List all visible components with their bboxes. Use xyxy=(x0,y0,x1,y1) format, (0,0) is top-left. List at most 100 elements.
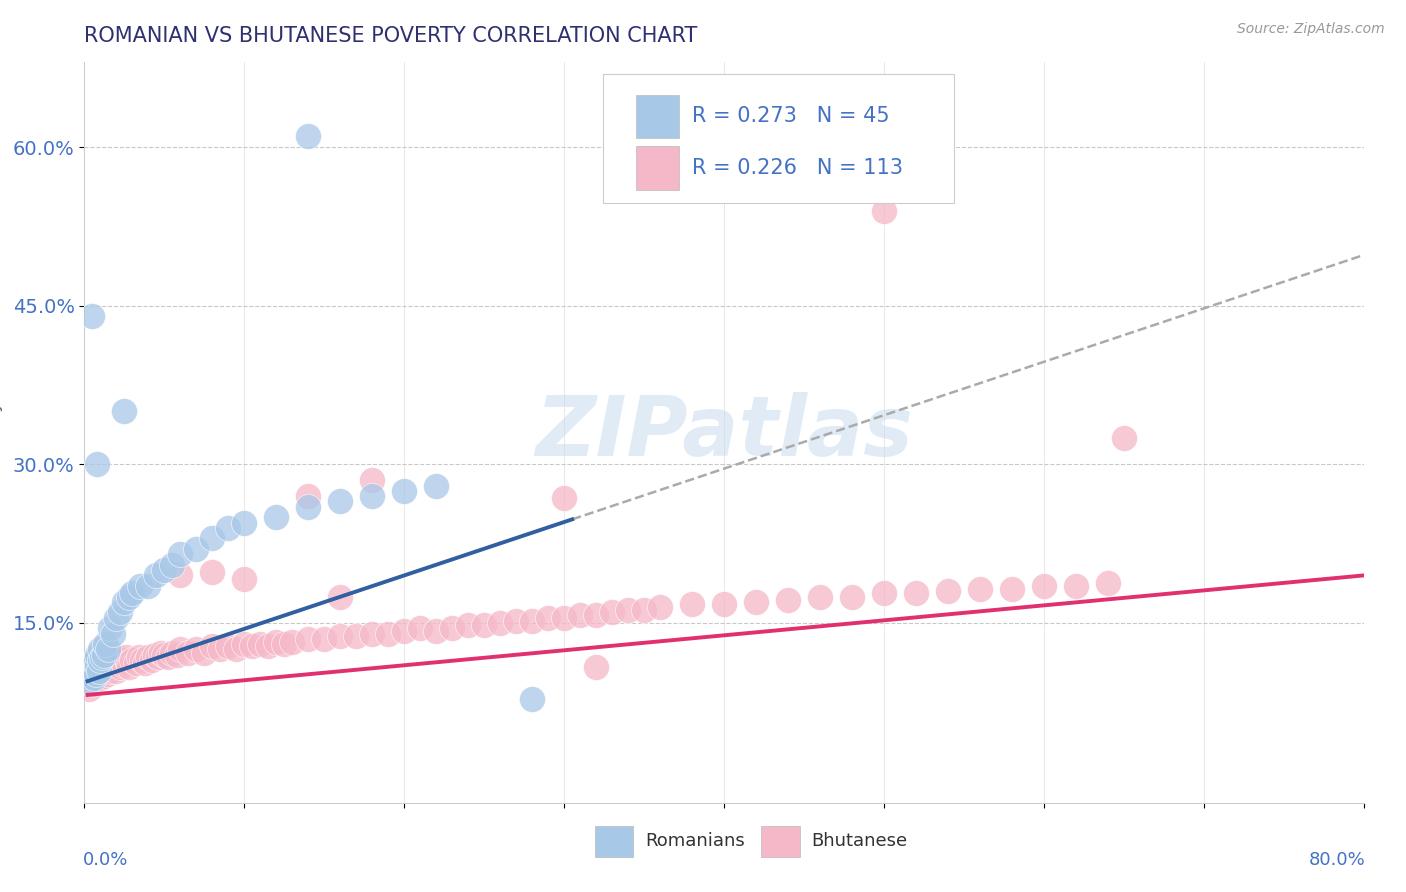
Text: ROMANIAN VS BHUTANESE POVERTY CORRELATION CHART: ROMANIAN VS BHUTANESE POVERTY CORRELATIO… xyxy=(84,26,697,45)
Point xyxy=(1097,575,1119,590)
Point xyxy=(110,656,132,670)
Point xyxy=(94,637,117,651)
Point xyxy=(162,646,184,660)
Point xyxy=(329,629,352,643)
Point xyxy=(329,494,352,508)
Point xyxy=(80,664,103,678)
Point xyxy=(89,653,111,667)
Point xyxy=(86,664,108,678)
Point xyxy=(177,646,200,660)
Point xyxy=(117,656,139,670)
Point xyxy=(297,129,319,144)
Point xyxy=(82,310,104,324)
Point xyxy=(89,653,111,667)
Point xyxy=(394,483,416,498)
FancyBboxPatch shape xyxy=(636,95,679,138)
Point xyxy=(76,674,98,689)
Point xyxy=(297,500,319,514)
Point xyxy=(153,648,176,662)
Point xyxy=(87,664,110,678)
FancyBboxPatch shape xyxy=(636,146,679,190)
Point xyxy=(166,648,188,662)
Point xyxy=(108,606,131,620)
Point xyxy=(86,658,108,673)
Point xyxy=(873,586,896,600)
Point xyxy=(150,646,173,660)
Point xyxy=(84,653,107,667)
Point xyxy=(264,510,288,524)
Point xyxy=(105,664,128,678)
Point xyxy=(143,648,166,662)
Point xyxy=(129,579,152,593)
Point xyxy=(569,607,592,622)
Point xyxy=(361,489,384,503)
Point xyxy=(681,597,703,611)
Point xyxy=(87,666,110,681)
Point xyxy=(217,521,239,535)
Point xyxy=(86,458,108,472)
Point xyxy=(82,677,104,691)
Point xyxy=(169,642,191,657)
Point xyxy=(84,669,107,683)
Point xyxy=(82,658,104,673)
Point xyxy=(377,626,399,640)
Point xyxy=(553,491,575,506)
Point xyxy=(905,586,928,600)
Point xyxy=(153,563,176,577)
Point xyxy=(522,692,544,706)
Point xyxy=(112,404,135,418)
FancyBboxPatch shape xyxy=(761,826,800,857)
Point xyxy=(361,473,384,487)
Point xyxy=(156,649,179,664)
Text: ZIPatlas: ZIPatlas xyxy=(536,392,912,473)
Point xyxy=(93,648,115,662)
Point xyxy=(105,611,128,625)
Point xyxy=(522,614,544,628)
Point xyxy=(84,653,107,667)
Text: Romanians: Romanians xyxy=(645,832,745,850)
Point xyxy=(108,660,131,674)
Point xyxy=(111,653,134,667)
Point xyxy=(841,590,863,604)
Point xyxy=(86,648,108,662)
Point xyxy=(505,614,527,628)
Point xyxy=(112,658,135,673)
Point xyxy=(489,615,512,630)
Point xyxy=(201,532,224,546)
Point xyxy=(124,656,146,670)
Point xyxy=(86,671,108,685)
Point xyxy=(169,547,191,561)
Point xyxy=(297,489,319,503)
Text: Bhutanese: Bhutanese xyxy=(811,832,907,850)
Text: R = 0.273   N = 45: R = 0.273 N = 45 xyxy=(692,106,890,127)
Point xyxy=(141,653,163,667)
Point xyxy=(585,607,607,622)
Point xyxy=(115,649,138,664)
Point xyxy=(80,669,103,683)
Point xyxy=(297,632,319,646)
Point xyxy=(145,568,167,582)
Point xyxy=(96,666,118,681)
Point xyxy=(101,660,124,674)
Point xyxy=(233,516,256,530)
Point xyxy=(138,649,160,664)
Point xyxy=(82,656,104,670)
Point xyxy=(131,653,153,667)
Point xyxy=(193,646,215,660)
Point xyxy=(82,660,104,674)
Point xyxy=(344,629,367,643)
Text: 0.0%: 0.0% xyxy=(83,851,128,869)
Text: 80.0%: 80.0% xyxy=(1309,851,1365,869)
Point xyxy=(1001,582,1024,596)
Point xyxy=(169,568,191,582)
Point xyxy=(128,649,150,664)
Point xyxy=(162,558,184,572)
Point xyxy=(1064,579,1087,593)
Point xyxy=(91,649,114,664)
Point xyxy=(100,656,122,670)
Point xyxy=(936,584,959,599)
Point xyxy=(138,579,160,593)
Point xyxy=(264,635,288,649)
Point xyxy=(776,592,799,607)
Point xyxy=(537,611,560,625)
